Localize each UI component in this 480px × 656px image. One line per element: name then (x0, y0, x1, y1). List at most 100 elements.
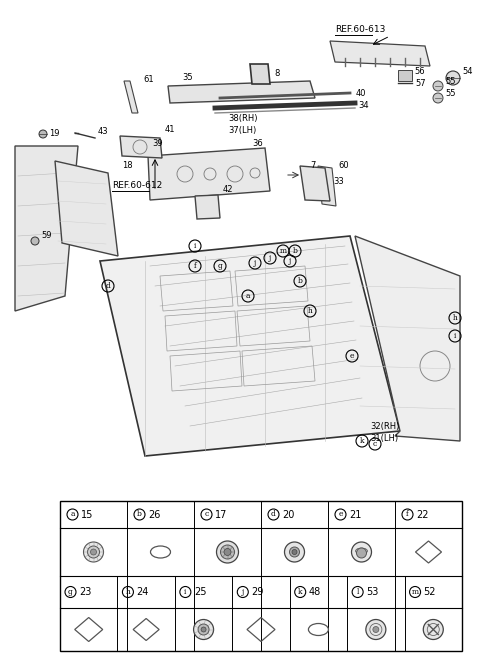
Circle shape (198, 624, 209, 635)
Polygon shape (124, 81, 138, 113)
Polygon shape (250, 64, 270, 84)
Text: 42: 42 (223, 186, 233, 194)
Circle shape (91, 549, 96, 555)
Text: l: l (357, 588, 359, 596)
Text: a: a (70, 510, 75, 518)
Text: 33: 33 (333, 178, 344, 186)
Text: j: j (289, 257, 291, 265)
Polygon shape (300, 166, 330, 201)
Text: j: j (269, 254, 271, 262)
Circle shape (31, 237, 39, 245)
Text: e: e (338, 510, 343, 518)
Text: 24: 24 (136, 587, 149, 597)
Text: c: c (204, 510, 209, 518)
Circle shape (423, 619, 444, 640)
Text: m: m (279, 247, 287, 255)
Polygon shape (195, 195, 220, 219)
Text: f: f (193, 262, 196, 270)
FancyBboxPatch shape (59, 499, 463, 653)
Circle shape (216, 541, 239, 563)
Circle shape (366, 619, 386, 640)
Text: a: a (246, 292, 250, 300)
Text: 52: 52 (423, 587, 436, 597)
Circle shape (289, 547, 300, 557)
Text: g: g (68, 588, 73, 596)
Circle shape (285, 542, 304, 562)
Text: 31(LH): 31(LH) (370, 434, 398, 443)
Circle shape (84, 542, 104, 562)
Circle shape (201, 627, 206, 632)
Text: 19: 19 (49, 129, 60, 138)
Text: e: e (350, 352, 354, 360)
Polygon shape (330, 41, 430, 66)
Text: 61: 61 (143, 75, 154, 83)
Text: REF.60-612: REF.60-612 (112, 181, 162, 190)
Circle shape (351, 542, 372, 562)
Polygon shape (148, 148, 270, 200)
Text: i: i (184, 588, 187, 596)
Text: 23: 23 (79, 587, 91, 597)
Circle shape (446, 71, 460, 85)
Circle shape (292, 550, 297, 554)
Circle shape (433, 93, 443, 103)
Text: 48: 48 (309, 587, 321, 597)
Text: 21: 21 (349, 510, 361, 520)
Circle shape (39, 130, 47, 138)
Text: 34: 34 (358, 100, 369, 110)
Text: 20: 20 (282, 510, 294, 520)
Text: 18: 18 (122, 161, 132, 171)
Text: 40: 40 (356, 89, 367, 98)
Text: 8: 8 (274, 70, 279, 79)
Circle shape (224, 548, 231, 556)
Circle shape (220, 545, 235, 559)
Text: f: f (406, 510, 409, 518)
Circle shape (193, 619, 214, 640)
Circle shape (87, 546, 99, 558)
Text: d: d (106, 282, 110, 290)
Polygon shape (120, 136, 162, 158)
Text: m: m (411, 588, 419, 596)
Polygon shape (355, 236, 460, 441)
Text: 22: 22 (416, 510, 429, 520)
Text: 36: 36 (252, 140, 263, 148)
Polygon shape (168, 81, 315, 103)
Text: h: h (125, 588, 131, 596)
Text: j: j (241, 588, 244, 596)
Text: i: i (194, 242, 196, 250)
Text: 29: 29 (252, 587, 264, 597)
Text: REF.60-613: REF.60-613 (335, 25, 385, 34)
Text: 7: 7 (310, 161, 315, 171)
Circle shape (373, 626, 379, 632)
Text: 39: 39 (152, 140, 163, 148)
Text: 56: 56 (414, 68, 425, 77)
Text: h: h (308, 307, 312, 315)
Text: 54: 54 (462, 68, 472, 77)
Polygon shape (318, 166, 336, 206)
Text: g: g (217, 262, 222, 270)
Polygon shape (100, 236, 400, 456)
Text: d: d (271, 510, 276, 518)
Text: 35: 35 (182, 73, 192, 83)
Text: i: i (454, 332, 456, 340)
Polygon shape (15, 146, 78, 311)
Text: b: b (298, 277, 302, 285)
Circle shape (433, 81, 443, 91)
Polygon shape (55, 161, 118, 256)
Ellipse shape (356, 548, 368, 554)
Text: j: j (254, 259, 256, 267)
Text: k: k (298, 588, 302, 596)
FancyBboxPatch shape (398, 70, 412, 81)
Text: 15: 15 (81, 510, 94, 520)
Text: 43: 43 (98, 127, 108, 136)
Text: b: b (293, 247, 298, 255)
Text: 37(LH): 37(LH) (228, 125, 256, 134)
Text: 57: 57 (415, 79, 426, 87)
Text: c: c (373, 440, 377, 448)
Text: 55: 55 (445, 77, 456, 87)
Text: b: b (137, 510, 142, 518)
Text: 26: 26 (148, 510, 160, 520)
Text: h: h (453, 314, 457, 322)
Text: 32(RH): 32(RH) (370, 422, 399, 430)
Text: 53: 53 (366, 587, 379, 597)
Text: 38(RH): 38(RH) (228, 115, 257, 123)
